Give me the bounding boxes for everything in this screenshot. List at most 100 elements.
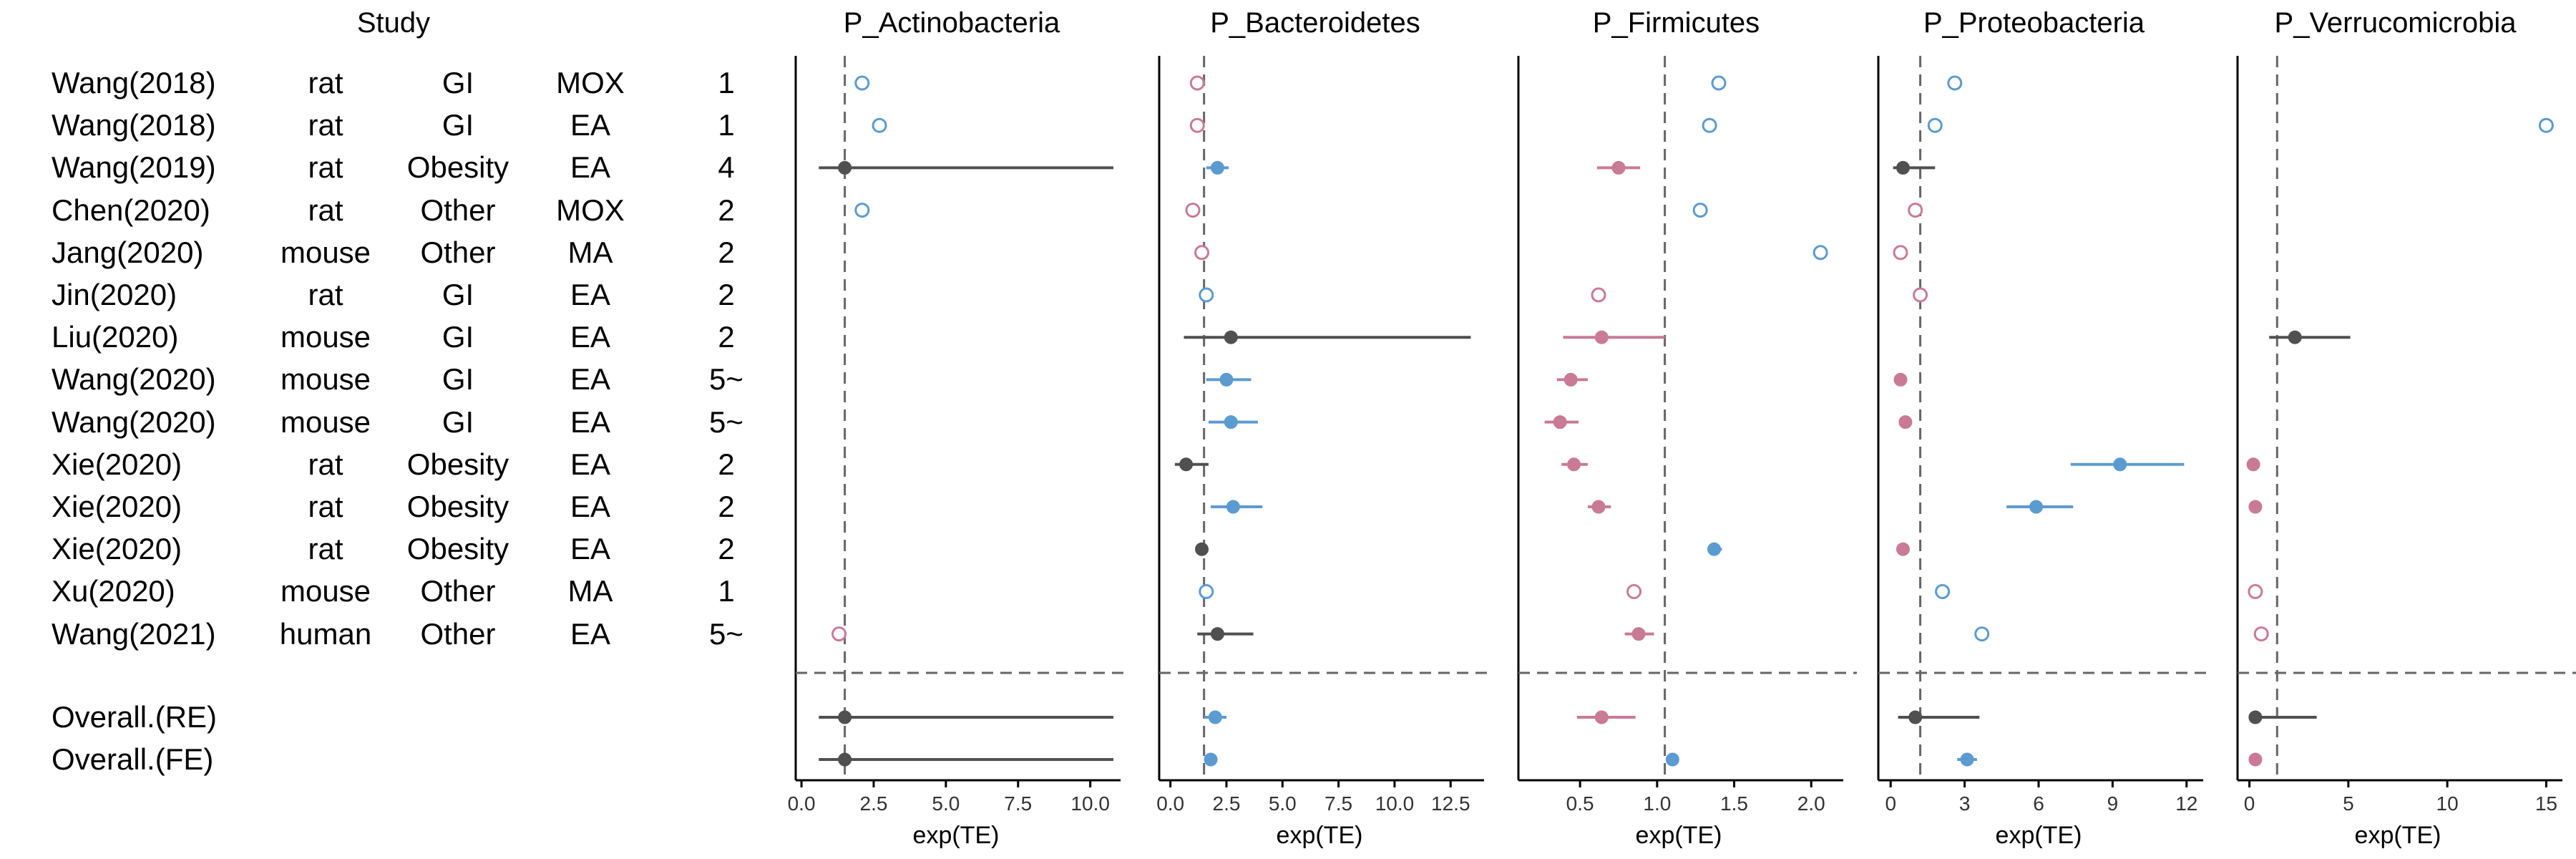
- table-cell-method: EA: [570, 278, 611, 311]
- x-tick-label: 9: [2107, 792, 2119, 815]
- effect-point: [1563, 372, 1578, 387]
- x-tick-label: 10.0: [1070, 792, 1110, 815]
- effect-point: [1224, 330, 1238, 344]
- table-cell-species: rat: [308, 66, 343, 100]
- x-tick-label: 2.5: [860, 792, 888, 815]
- table-cell-method: EA: [570, 320, 611, 354]
- effect-point-open: [872, 117, 887, 133]
- forest-panel: P_Firmicutes 0.5 1.0 1.5 2.0 exp(TE): [1496, 0, 1857, 859]
- panel-title: P_Actinobacteria: [843, 7, 1060, 39]
- x-tick-label: 0.0: [1156, 792, 1184, 815]
- effect-point: [838, 160, 852, 175]
- effect-point: [2248, 710, 2263, 724]
- effect-point-open: [1185, 203, 1201, 218]
- x-tick-label: 10.0: [1375, 792, 1415, 815]
- table-cell-study-name: Xie(2020): [52, 532, 182, 566]
- table-cell-species: mouse: [280, 404, 371, 439]
- effect-point: [1179, 457, 1194, 472]
- table-cell-study-name: Xie(2020): [52, 447, 182, 481]
- effect-point-open: [1893, 245, 1908, 261]
- table-cell-method: EA: [570, 616, 611, 651]
- table-cell-study-name: Liu(2020): [52, 320, 179, 354]
- effect-point: [1567, 457, 1581, 472]
- x-tick-label: 1.5: [1720, 792, 1748, 815]
- effect-point: [1553, 415, 1567, 430]
- effect-point-open: [1908, 203, 1923, 218]
- table-cell-sample-count: 2: [718, 490, 735, 523]
- table-cell-study-name: Jang(2020): [52, 235, 204, 269]
- effect-point: [1210, 160, 1224, 175]
- table-cell-method: MOX: [556, 193, 625, 227]
- x-tick-label: 1.0: [1643, 792, 1671, 815]
- table-cell-study-name: Wang(2020): [52, 404, 216, 439]
- table-cell-sample-count: 2: [718, 235, 735, 269]
- overall-label: Overall.(RE): [52, 700, 218, 734]
- table-cell-method: MA: [567, 235, 613, 269]
- effect-point-open: [1935, 583, 1951, 599]
- table-cell-model: Obesity: [406, 447, 509, 481]
- effect-point: [2288, 330, 2302, 344]
- effect-point-open: [831, 626, 847, 642]
- table-cell-sample-count: 5~: [709, 362, 743, 397]
- effect-point: [1594, 710, 1609, 724]
- table-cell-species: mouse: [280, 362, 371, 397]
- forest-panel: P_Actinobacteria 0.0 2.5 5.0 7.5 10.0 exp(TE): [773, 0, 1131, 859]
- table-cell-model: GI: [441, 404, 474, 439]
- effect-point: [838, 752, 852, 767]
- table-cell-model: Other: [420, 616, 496, 651]
- table-cell-method: EA: [570, 447, 611, 481]
- forest-panel: P_Verrucomicrobia 0 5 10 15 exp(TE): [2215, 0, 2576, 859]
- x-tick-label: 12.5: [1431, 792, 1470, 815]
- table-cell-species: rat: [308, 108, 343, 142]
- effect-point: [2029, 500, 2044, 514]
- table-cell-study-name: Wang(2018): [52, 66, 216, 100]
- effect-point: [1665, 752, 1679, 767]
- forest-panel: P_Proteobacteria 0 3 6 9 12 exp(TE): [1857, 0, 2211, 859]
- table-cell-species: rat: [308, 150, 343, 185]
- table-cell-method: MA: [567, 574, 613, 608]
- panel-title: P_Firmicutes: [1592, 7, 1760, 39]
- table-cell-sample-count: 1: [718, 108, 735, 142]
- table-cell-model: GI: [441, 320, 474, 354]
- table-cell-model: Other: [420, 193, 496, 227]
- x-tick-label: 6: [2033, 792, 2044, 815]
- table-cell-sample-count: 2: [718, 320, 735, 354]
- table-cell-species: rat: [308, 532, 343, 566]
- table-cell-model: GI: [441, 108, 474, 142]
- effect-point: [1908, 710, 1923, 724]
- x-tick-label: 5: [2343, 792, 2354, 815]
- x-tick-label: 7.5: [1004, 792, 1032, 815]
- effect-point-open: [854, 75, 870, 91]
- table-cell-sample-count: 5~: [709, 404, 743, 439]
- overall-label: Overall.(FE): [52, 742, 214, 776]
- effect-point: [2246, 457, 2260, 472]
- effect-point: [1631, 627, 1646, 641]
- effect-point: [1219, 372, 1234, 387]
- effect-point-open: [1913, 287, 1928, 303]
- effect-point: [1893, 372, 1908, 387]
- table-cell-method: EA: [570, 490, 611, 523]
- table-cell-study-name: Wang(2021): [52, 616, 216, 651]
- effect-point: [1896, 160, 1910, 175]
- effect-point: [1960, 752, 1974, 767]
- x-tick-label: 12: [2175, 792, 2197, 815]
- table-cell-model: Obesity: [406, 490, 509, 523]
- effect-point-open: [1189, 75, 1205, 91]
- x-tick-label: 0: [2244, 792, 2255, 815]
- x-axis-label: exp(TE): [2355, 822, 2441, 849]
- effect-point: [1591, 500, 1606, 514]
- x-axis-label: exp(TE): [1277, 822, 1363, 849]
- effect-point: [2248, 752, 2263, 767]
- table-cell-model: Obesity: [406, 532, 509, 566]
- table-cell-study-name: Jin(2020): [52, 278, 177, 311]
- table-cell-sample-count: 2: [718, 193, 735, 227]
- effect-point-open: [1199, 287, 1214, 303]
- table-cell-study-name: Wang(2018): [52, 108, 216, 142]
- table-cell-model: Obesity: [406, 150, 509, 185]
- effect-point: [1594, 330, 1609, 344]
- table-cell-study-name: Chen(2020): [52, 193, 210, 227]
- x-tick-label: 0.5: [1566, 792, 1594, 815]
- table-cell-study-name: Wang(2020): [52, 362, 216, 397]
- table-cell-species: rat: [308, 278, 343, 311]
- x-tick-label: 15: [2535, 792, 2557, 815]
